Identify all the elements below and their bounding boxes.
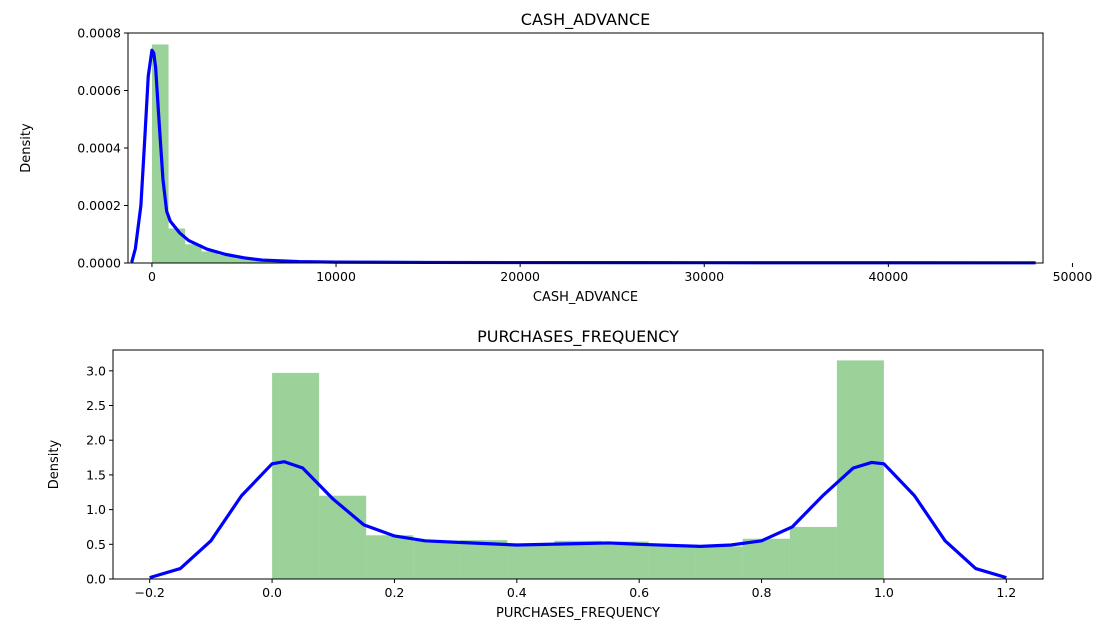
y-tick-label: 0.0006: [77, 83, 121, 98]
histogram-bar-4: [218, 254, 236, 263]
kde-curve: [149, 460, 1007, 580]
y-tick-label: 2.0: [86, 433, 106, 448]
y-tick-label: 1.0: [86, 502, 106, 517]
x-tick-label: 20000: [500, 269, 540, 284]
histogram-bar-12: [836, 360, 884, 579]
histogram-bars: [272, 360, 884, 579]
kde-curve: [130, 48, 1036, 265]
y-tick-label: 0.0008: [77, 26, 121, 41]
x-axis-label: PURCHASES_FREQUENCY: [496, 606, 660, 621]
chart-cash-advance: 0 10000 20000 30000 40000 50000 0.00000.00020…: [19, 10, 1092, 305]
x-tick-label: 0.6: [629, 585, 649, 600]
histogram-bars: [151, 44, 352, 263]
histogram-bar-7: [601, 541, 649, 579]
histogram-bar-1: [319, 495, 367, 579]
chart-title: PURCHASES_FREQUENCY: [477, 327, 679, 347]
y-axis-ticks: 0.0 0.5 1.0 1.5 2.0 2.5 3.0: [86, 363, 113, 587]
y-tick-label: 0.0: [86, 572, 106, 587]
x-tick-label: 0.8: [752, 585, 772, 600]
plot-frame: [112, 349, 1044, 580]
x-tick-label: 40000: [868, 269, 908, 284]
histogram-bar-3: [413, 540, 461, 579]
x-tick-label: 0.4: [507, 585, 527, 600]
y-tick-label: 0.5: [86, 537, 106, 552]
histogram-bar-2: [366, 535, 414, 579]
y-tick-label: 3.0: [86, 363, 106, 378]
histogram-bar-8: [648, 545, 696, 579]
x-axis-ticks: −0.2 0.0 0.2 0.4 0.6 0.8 1.0 1.2: [135, 579, 1016, 600]
chart-purchases-frequency: −0.2 0.0 0.2 0.4 0.6 0.8 1.0 1.2 0.0 0.5 1.0 1.5 2.…: [47, 327, 1044, 621]
x-tick-label: 10000: [316, 269, 356, 284]
x-tick-label: −0.2: [135, 585, 165, 600]
x-tick-label: 30000: [684, 269, 724, 284]
x-axis-label: CASH_ADVANCE: [533, 290, 638, 305]
y-tick-label: 1.5: [86, 467, 106, 482]
histogram-bar-10: [742, 538, 790, 579]
histogram-bar-1: [168, 228, 186, 263]
histogram-bar-11: [789, 526, 837, 579]
x-tick-label: 50000: [1053, 269, 1093, 284]
plot-frame: [127, 32, 1044, 264]
histogram-bar-6: [554, 540, 602, 579]
histogram-bar-3: [201, 251, 219, 263]
y-tick-label: 2.5: [86, 398, 106, 413]
x-tick-label: 0.0: [262, 585, 282, 600]
histogram-bar-4: [460, 540, 508, 579]
y-axis-label: Density: [19, 123, 34, 173]
x-tick-label: 1.2: [996, 585, 1016, 600]
y-axis-label: Density: [47, 439, 62, 489]
x-tick-label: 0: [148, 269, 156, 284]
x-axis-ticks: 0 10000 20000 30000 40000 50000: [148, 263, 1092, 284]
histogram-bar-2: [185, 244, 202, 263]
histogram-bar-9: [695, 546, 743, 579]
y-tick-label: 0.0000: [77, 256, 121, 271]
x-tick-label: 1.0: [874, 585, 894, 600]
y-axis-ticks: 0.0000 0.0002 0.0004 0.0006 0.0008: [77, 26, 128, 271]
y-tick-label: 0.0004: [77, 141, 121, 156]
y-tick-label: 0.0002: [77, 198, 121, 213]
chart-title: CASH_ADVANCE: [521, 10, 650, 30]
x-tick-label: 0.2: [385, 585, 405, 600]
histogram-bar-5: [507, 545, 555, 579]
histogram-bar-5: [235, 258, 252, 263]
